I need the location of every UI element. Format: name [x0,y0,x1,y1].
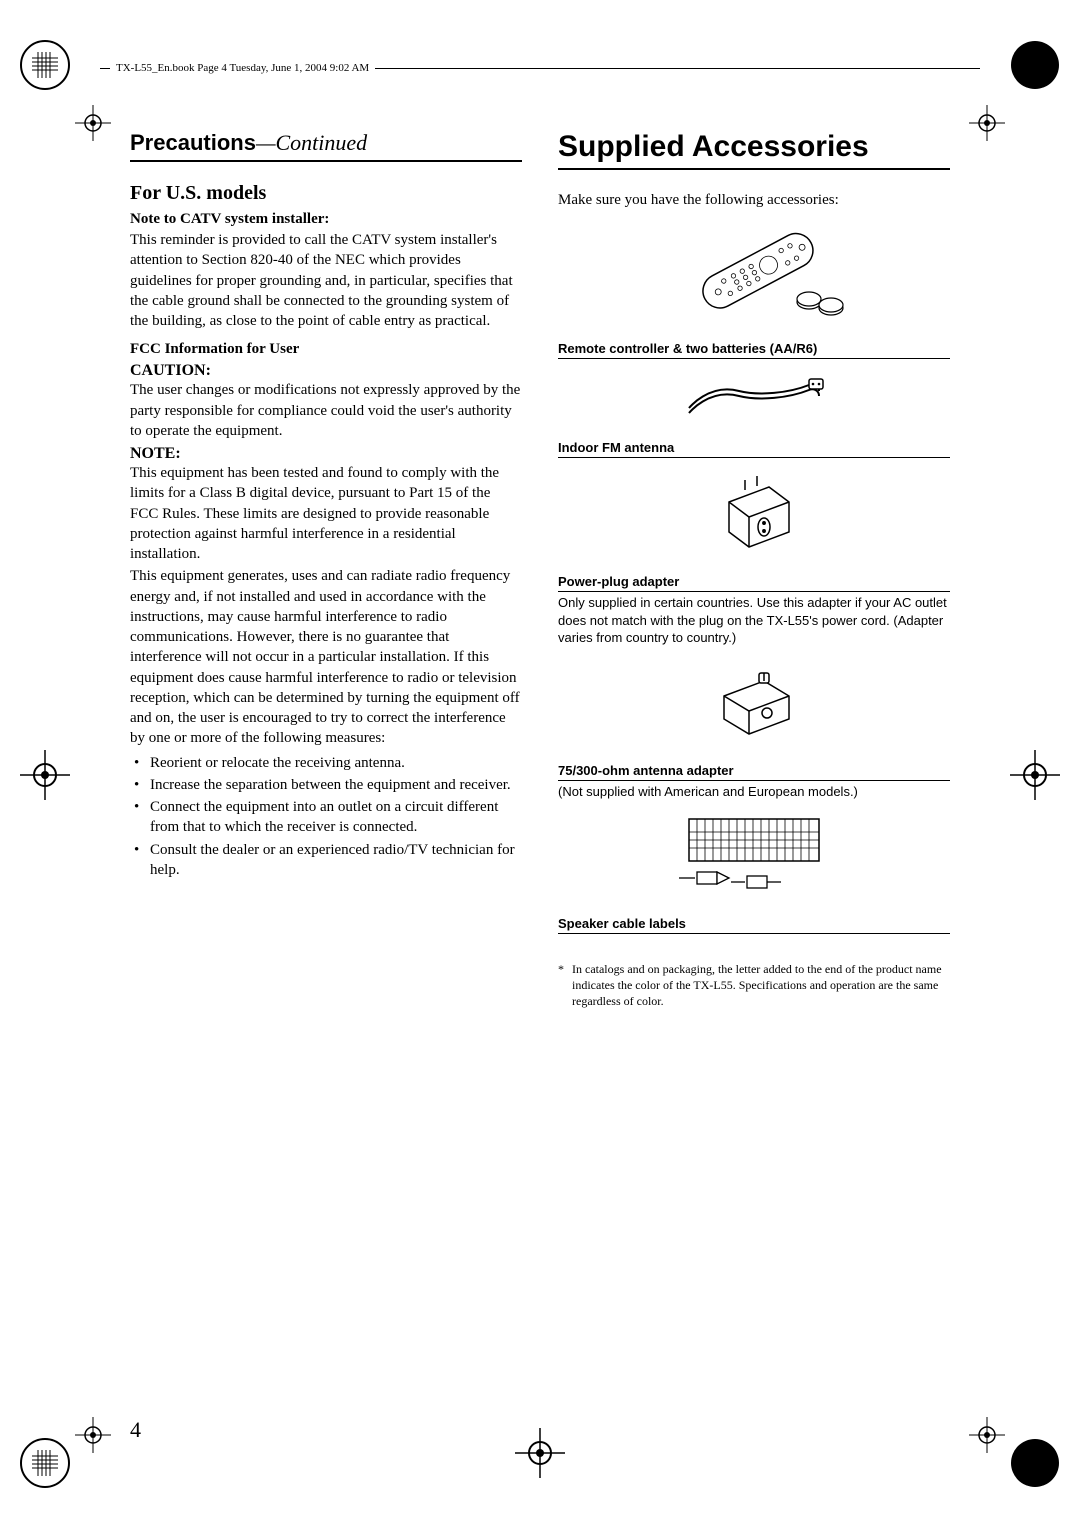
fm-antenna-illustration [558,373,950,428]
crop-mark-top-right [1000,30,1070,100]
list-item: Reorient or relocate the receiving anten… [150,753,522,773]
power-plug-illustration [558,472,950,562]
catv-note-body: This reminder is provided to call the CA… [130,230,522,331]
registration-mark-small-bl [75,1417,111,1453]
measures-list: Reorient or relocate the receiving anten… [130,753,522,881]
header-text: TX-L55_En.book Page 4 Tuesday, June 1, 2… [110,62,375,74]
right-column: Supplied Accessories Make sure you have … [558,130,950,1009]
registration-mark-small-tl [75,105,111,141]
fm-antenna-label: Indoor FM antenna [558,440,950,458]
page-number: 4 [130,1417,141,1443]
left-column: Precautions—Continued For U.S. models No… [130,130,522,1009]
list-item: Consult the dealer or an experienced rad… [150,840,522,881]
speaker-labels-label: Speaker cable labels [558,916,950,934]
footnote-text: In catalogs and on packaging, the letter… [572,962,950,1009]
note-label: NOTE: [130,445,522,463]
accessories-intro: Make sure you have the following accesso… [558,190,950,210]
remote-label: Remote controller & two batteries (AA/R6… [558,341,950,359]
document-header: TX-L55_En.book Page 4 Tuesday, June 1, 2… [100,62,980,74]
power-plug-note: Only supplied in certain countries. Use … [558,594,950,647]
registration-mark-bottom [515,1428,565,1478]
registration-mark-small-br [969,1417,1005,1453]
antenna-adapter-label: 75/300-ohm antenna adapter [558,763,950,781]
supplied-accessories-title: Supplied Accessories [558,130,950,164]
speaker-labels-illustration [558,814,950,904]
list-item: Connect the equipment into an outlet on … [150,797,522,838]
note-body-p2: This equipment generates, uses and can r… [130,566,522,748]
catv-note-label: Note to CATV system installer: [130,211,522,228]
antenna-adapter-illustration [558,661,950,751]
crop-mark-bottom-right [1000,1428,1070,1498]
precautions-title-prefix: Precautions [130,130,256,155]
us-models-heading: For U.S. models [130,182,522,205]
page-content: Precautions—Continued For U.S. models No… [130,130,950,1009]
precautions-title-suffix: —Continued [256,130,367,155]
fcc-info-label: FCC Information for User [130,341,522,358]
caution-label: CAUTION: [130,362,522,380]
caution-body: The user changes or modifications not ex… [130,380,522,441]
note-body-p1: This equipment has been tested and found… [130,463,522,564]
list-item: Increase the separation between the equi… [150,775,522,795]
antenna-adapter-note: (Not supplied with American and European… [558,783,950,801]
crop-mark-bottom-left [10,1428,80,1498]
power-plug-label: Power-plug adapter [558,574,950,592]
registration-mark-small-tr [969,105,1005,141]
registration-mark-right [1010,750,1060,800]
precautions-title: Precautions—Continued [130,130,522,156]
remote-illustration [558,224,950,329]
registration-mark-left [20,750,70,800]
crop-mark-top-left [10,30,80,100]
footnote-marker: * [558,962,564,1009]
footnote: * In catalogs and on packaging, the lett… [558,962,950,1009]
